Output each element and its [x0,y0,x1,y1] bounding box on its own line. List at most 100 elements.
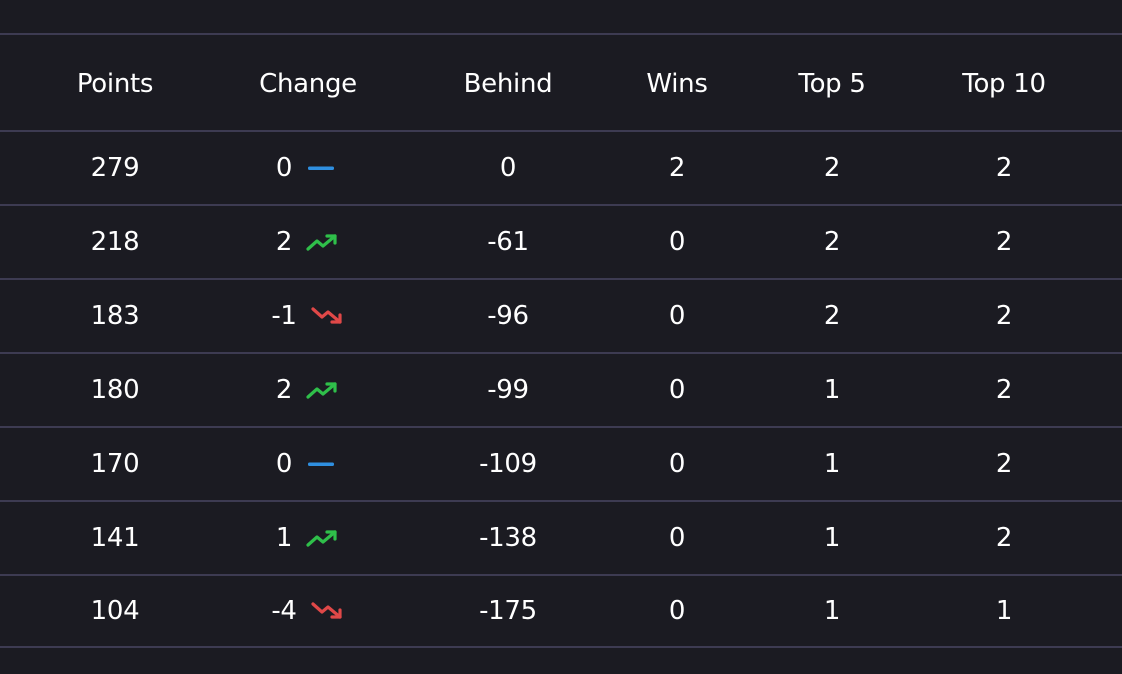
cell-top5: 2 [732,132,932,204]
wins-value: 0 [668,227,686,257]
behind-value: -61 [487,227,529,257]
wins-value: 2 [668,153,686,183]
wins-value: 0 [668,596,686,626]
trend-up-icon [306,530,337,547]
change-value: 1 [276,523,340,553]
points-value: 104 [90,596,140,626]
cell-behind: -175 [408,576,608,646]
top10-value: 2 [995,227,1013,257]
behind-value: -175 [479,596,537,626]
standings-table: Points Change Behind Wins Top 5 Top 10 279 0 0 2 2… [0,33,1122,648]
top10-value: 2 [995,523,1013,553]
cell-points: 218 [15,206,215,278]
cell-top10: 1 [904,576,1104,646]
cell-wins: 0 [577,206,777,278]
column-header-top5[interactable]: Top 5 [732,34,932,131]
cell-points: 279 [15,132,215,204]
behind-value: -138 [479,523,537,553]
table-row[interactable]: 279 0 0 2 2 2 [0,130,1122,204]
cell-points: 141 [15,502,215,574]
cell-change: 1 [208,502,408,574]
cell-points: 170 [15,428,215,500]
top10-value: 2 [995,449,1013,479]
table-row[interactable]: 218 2 -61 0 2 2 [0,204,1122,278]
change-value: 2 [276,227,340,257]
table-row[interactable]: 180 2 -99 0 1 2 [0,352,1122,426]
trend-down-icon [311,307,342,324]
table-row[interactable]: 141 1 -138 0 1 2 [0,500,1122,574]
wins-value: 0 [668,301,686,331]
trend-up-icon [306,382,337,399]
top10-value: 2 [995,153,1013,183]
cell-top10: 2 [904,354,1104,426]
column-header-change[interactable]: Change [208,34,408,131]
column-header-label: Change [259,68,357,99]
change-value: 2 [276,375,340,405]
cell-change: 0 [208,428,408,500]
cell-top5: 2 [732,206,932,278]
column-header-label: Top 5 [798,68,866,99]
trend-flat-icon [308,166,335,170]
points-value: 218 [90,227,140,257]
points-value: 180 [90,375,140,405]
change-value: 0 [276,449,340,479]
change-number: 2 [275,227,293,257]
wins-value: 0 [668,523,686,553]
cell-points: 180 [15,354,215,426]
change-value: -1 [271,301,344,331]
cell-top10: 2 [904,428,1104,500]
cell-behind: -99 [408,354,608,426]
cell-top5: 1 [732,354,932,426]
top5-value: 2 [823,153,841,183]
top5-value: 2 [823,301,841,331]
column-header-wins[interactable]: Wins [577,34,777,131]
cell-wins: 2 [577,132,777,204]
points-value: 170 [90,449,140,479]
column-header-top10[interactable]: Top 10 [904,34,1104,131]
cell-top10: 2 [904,280,1104,352]
cell-wins: 0 [577,354,777,426]
change-value: -4 [271,596,344,626]
top5-value: 2 [823,227,841,257]
table-header-row: Points Change Behind Wins Top 5 Top 10 [0,33,1122,130]
cell-top5: 1 [732,502,932,574]
table-row[interactable]: 170 0 -109 0 1 2 [0,426,1122,500]
behind-value: -109 [479,449,537,479]
wins-value: 0 [668,449,686,479]
change-number: -1 [271,301,297,331]
cell-points: 183 [15,280,215,352]
top5-value: 1 [823,375,841,405]
table-row[interactable]: 183 -1 -96 0 2 2 [0,278,1122,352]
column-header-label: Behind [463,68,553,99]
change-number: 1 [275,523,293,553]
cell-change: 2 [208,354,408,426]
table-row[interactable]: 104 -4 -175 0 1 1 [0,574,1122,648]
top10-value: 2 [995,375,1013,405]
trend-up-icon [306,234,337,251]
change-number: 2 [275,375,293,405]
top5-value: 1 [823,596,841,626]
cell-top5: 1 [732,428,932,500]
cell-behind: -138 [408,502,608,574]
top5-value: 1 [823,449,841,479]
cell-top5: 1 [732,576,932,646]
cell-top10: 2 [904,132,1104,204]
cell-change: -4 [208,576,408,646]
cell-top10: 2 [904,502,1104,574]
trend-flat-icon [308,462,335,466]
cell-change: 0 [208,132,408,204]
behind-value: 0 [499,153,517,183]
cell-wins: 0 [577,502,777,574]
column-header-label: Wins [646,68,708,99]
column-header-label: Top 10 [962,68,1046,99]
cell-top5: 2 [732,280,932,352]
change-number: -4 [271,596,297,626]
column-header-points[interactable]: Points [15,34,215,131]
column-header-behind[interactable]: Behind [408,34,608,131]
cell-wins: 0 [577,280,777,352]
cell-behind: -96 [408,280,608,352]
cell-points: 104 [15,576,215,646]
cell-top10: 2 [904,206,1104,278]
behind-value: -99 [487,375,529,405]
cell-change: 2 [208,206,408,278]
